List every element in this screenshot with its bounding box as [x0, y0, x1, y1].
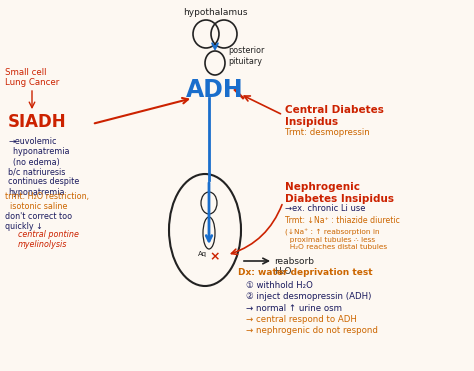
- Text: Trmt: ↓Na⁺ : thiazide diuretic: Trmt: ↓Na⁺ : thiazide diuretic: [285, 216, 400, 225]
- Text: (↓Na⁺ : ↑ reabsorption in
  proximal tubules ∴ less
  H₂O reaches distal tubules: (↓Na⁺ : ↑ reabsorption in proximal tubul…: [285, 229, 387, 250]
- Text: Dx: water deprivation test: Dx: water deprivation test: [238, 268, 373, 277]
- Text: Aq: Aq: [198, 251, 207, 257]
- Text: SIADH: SIADH: [8, 113, 67, 131]
- Text: ×: ×: [210, 250, 220, 263]
- Text: ① withhold H₂O: ① withhold H₂O: [246, 281, 313, 290]
- Text: → central respond to ADH: → central respond to ADH: [246, 315, 357, 324]
- Text: Trmt: desmopressin: Trmt: desmopressin: [285, 128, 370, 137]
- Text: trmt: H₂O restriction,
  isotonic saline: trmt: H₂O restriction, isotonic saline: [5, 192, 89, 211]
- Text: →euvolemic
  hyponatremia
  (no edema): →euvolemic hyponatremia (no edema): [8, 137, 70, 167]
- Text: → normal ↑ urine osm: → normal ↑ urine osm: [246, 304, 342, 313]
- Text: → nephrogenic do not respond: → nephrogenic do not respond: [246, 326, 378, 335]
- Text: don't correct too
quickly ↓: don't correct too quickly ↓: [5, 212, 72, 232]
- Text: →ex. chronic Li use: →ex. chronic Li use: [285, 204, 365, 213]
- Text: posterior
pituitary: posterior pituitary: [228, 46, 264, 66]
- Text: Small cell
Lung Cancer: Small cell Lung Cancer: [5, 68, 59, 88]
- Text: central pontine
myelinolysis: central pontine myelinolysis: [18, 230, 79, 249]
- Text: ADH: ADH: [186, 78, 244, 102]
- Text: ② inject desmopressin (ADH): ② inject desmopressin (ADH): [246, 292, 371, 301]
- Text: Nephrogenic
Diabetes Insipidus: Nephrogenic Diabetes Insipidus: [285, 182, 394, 204]
- Text: reabsorb
H₂O: reabsorb H₂O: [274, 257, 314, 276]
- Text: Central Diabetes
Insipidus: Central Diabetes Insipidus: [285, 105, 384, 127]
- Text: b/c natriuresis
continues despite
hyponatremia: b/c natriuresis continues despite hypona…: [8, 167, 79, 197]
- Text: hypothalamus: hypothalamus: [183, 8, 247, 17]
